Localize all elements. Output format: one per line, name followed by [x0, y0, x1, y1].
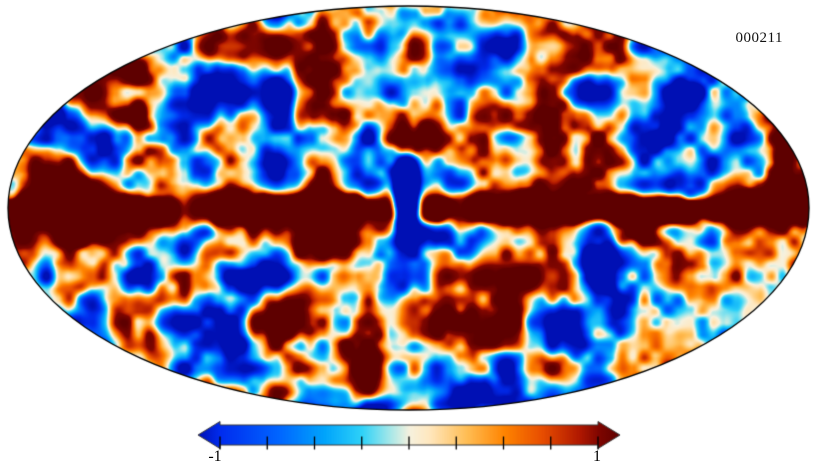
colorbar-max-label: 1 — [593, 448, 601, 465]
frame-number-label: 000211 — [735, 30, 783, 46]
colorbar-min-label: -1 — [208, 448, 222, 465]
